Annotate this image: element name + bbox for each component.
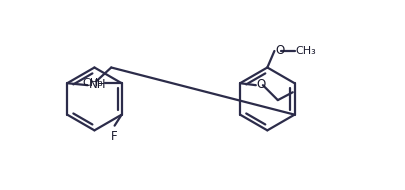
Text: O: O <box>257 78 266 91</box>
Text: NH: NH <box>89 78 107 91</box>
Text: O: O <box>275 44 284 58</box>
Text: F: F <box>111 130 117 142</box>
Text: CH₃: CH₃ <box>83 78 104 88</box>
Text: CH₃: CH₃ <box>296 46 316 56</box>
